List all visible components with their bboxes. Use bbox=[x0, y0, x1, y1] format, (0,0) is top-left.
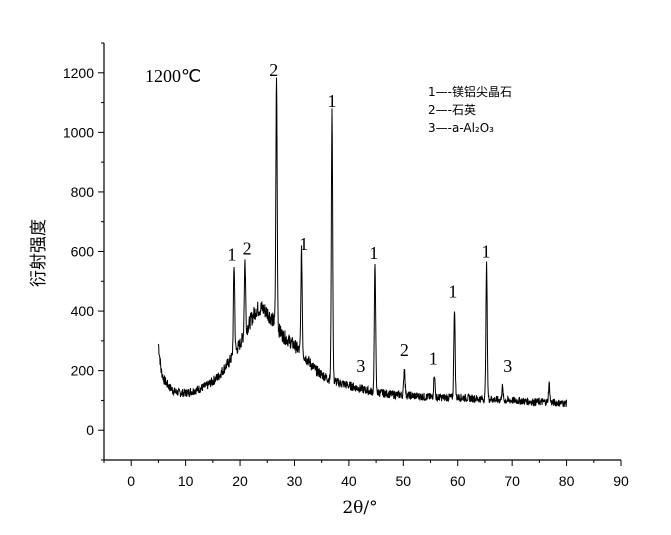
legend-entry-2: 2—-石英 bbox=[428, 103, 476, 117]
peak-label: 1 bbox=[482, 241, 491, 261]
x-tick-label: 90 bbox=[613, 473, 629, 489]
peak-label: 1 bbox=[369, 243, 378, 263]
y-tick-label: 400 bbox=[71, 303, 95, 319]
x-tick-label: 10 bbox=[178, 473, 194, 489]
x-tick-label: 0 bbox=[127, 473, 135, 489]
peak-label: 1 bbox=[328, 91, 337, 111]
legend-entry-3: 3—-a-Al₂O₃ bbox=[428, 121, 494, 135]
temperature-label: 1200℃ bbox=[145, 66, 201, 86]
peak-label: 2 bbox=[269, 60, 278, 80]
plot-area bbox=[157, 77, 568, 408]
legend: 1—-镁铝尖晶石 2—-石英 3—-a-Al₂O₃ bbox=[428, 84, 512, 135]
y-tick-label: 0 bbox=[86, 422, 94, 438]
x-tick-label: 30 bbox=[287, 473, 303, 489]
peak-label: 3 bbox=[503, 356, 512, 376]
peak-label: 1 bbox=[299, 234, 308, 254]
y-tick-label: 200 bbox=[71, 363, 95, 379]
y-tick-label: 1000 bbox=[63, 124, 94, 140]
legend-entry-1: 1—-镁铝尖晶石 bbox=[428, 84, 512, 99]
peak-label: 2 bbox=[400, 340, 409, 360]
x-tick-label: 70 bbox=[504, 473, 520, 489]
peak-label: 1 bbox=[448, 282, 457, 302]
peak-label: 3 bbox=[356, 356, 365, 376]
x-tick-label: 60 bbox=[450, 473, 466, 489]
y-axis-label: 衍射强度 bbox=[29, 219, 49, 287]
y-tick-label: 1200 bbox=[63, 65, 94, 81]
axes: 0 10 20 30 40 50 60 70 80 90 0 200 400 600 800 1000 1200 bbox=[63, 42, 629, 489]
x-tick-label: 40 bbox=[341, 473, 357, 489]
y-tick-label: 600 bbox=[71, 244, 95, 260]
peak-label: 1 bbox=[227, 244, 236, 264]
x-tick-label: 80 bbox=[559, 473, 575, 489]
x-tick-label: 50 bbox=[396, 473, 412, 489]
y-tick-label: 800 bbox=[71, 184, 95, 200]
peak-label: 2 bbox=[243, 238, 252, 258]
peak-label: 1 bbox=[429, 349, 438, 369]
x-axis-label: 2θ/° bbox=[342, 498, 377, 518]
x-tick-label: 20 bbox=[232, 473, 248, 489]
series-line bbox=[157, 77, 568, 408]
